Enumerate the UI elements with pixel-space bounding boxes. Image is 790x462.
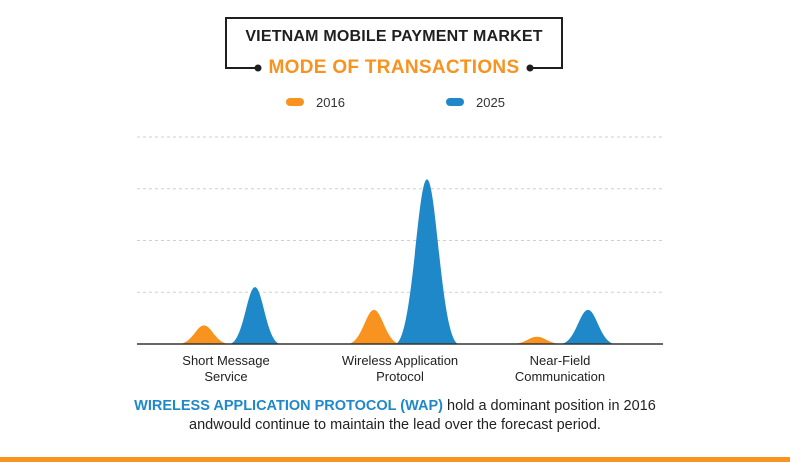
title-frame bbox=[225, 17, 563, 72]
peak-2025-sms bbox=[229, 287, 281, 344]
peak-2016-sms bbox=[178, 325, 230, 344]
category-label-nfc-line2: Communication bbox=[514, 369, 606, 384]
legend-label-2025: 2025 bbox=[476, 94, 505, 110]
title-frame-line bbox=[225, 17, 563, 69]
category-label-nfc-line1: Near-Field bbox=[529, 353, 591, 368]
legend-swatch-2016 bbox=[286, 98, 304, 106]
category-label-sms-line2: Service bbox=[204, 369, 248, 384]
legend-item-2025: 2025 bbox=[446, 93, 505, 111]
category-label-wap: Wireless Application Protocol bbox=[320, 353, 480, 385]
category-label-sms-line1: Short Message bbox=[182, 353, 270, 368]
category-label-sms: Short Message Service bbox=[146, 353, 306, 385]
category-label-nfc: Near-Field Communication bbox=[480, 353, 640, 385]
peak-2016-wap bbox=[347, 309, 401, 344]
legend-swatch-2025 bbox=[446, 98, 464, 106]
chart-plot bbox=[137, 136, 663, 345]
category-label-wap-line2: Protocol bbox=[376, 369, 424, 384]
caption-text: hold a dominant position in 2016 andwoul… bbox=[189, 398, 656, 433]
peak-2016-nfc bbox=[511, 336, 563, 344]
chart-subtitle: MODE OF TRANSACTIONS bbox=[268, 57, 520, 78]
title-frame-dot-left bbox=[254, 64, 262, 72]
bottom-accent-bar bbox=[0, 457, 790, 462]
title-frame-dot-right bbox=[526, 64, 534, 72]
caption-highlight: WIRELESS APPLICATION PROTOCOL (WAP) bbox=[134, 398, 443, 414]
chart-title: VIETNAM MOBILE PAYMENT MARKET bbox=[245, 28, 543, 45]
category-label-wap-line1: Wireless Application bbox=[341, 353, 459, 368]
legend-item-2016: 2016 bbox=[286, 93, 345, 111]
legend-label-2016: 2016 bbox=[316, 94, 345, 110]
chart-caption: WIRELESS APPLICATION PROTOCOL (WAP) hold… bbox=[110, 397, 680, 435]
peak-2025-nfc bbox=[560, 309, 616, 344]
peak-2025-wap bbox=[395, 179, 459, 344]
